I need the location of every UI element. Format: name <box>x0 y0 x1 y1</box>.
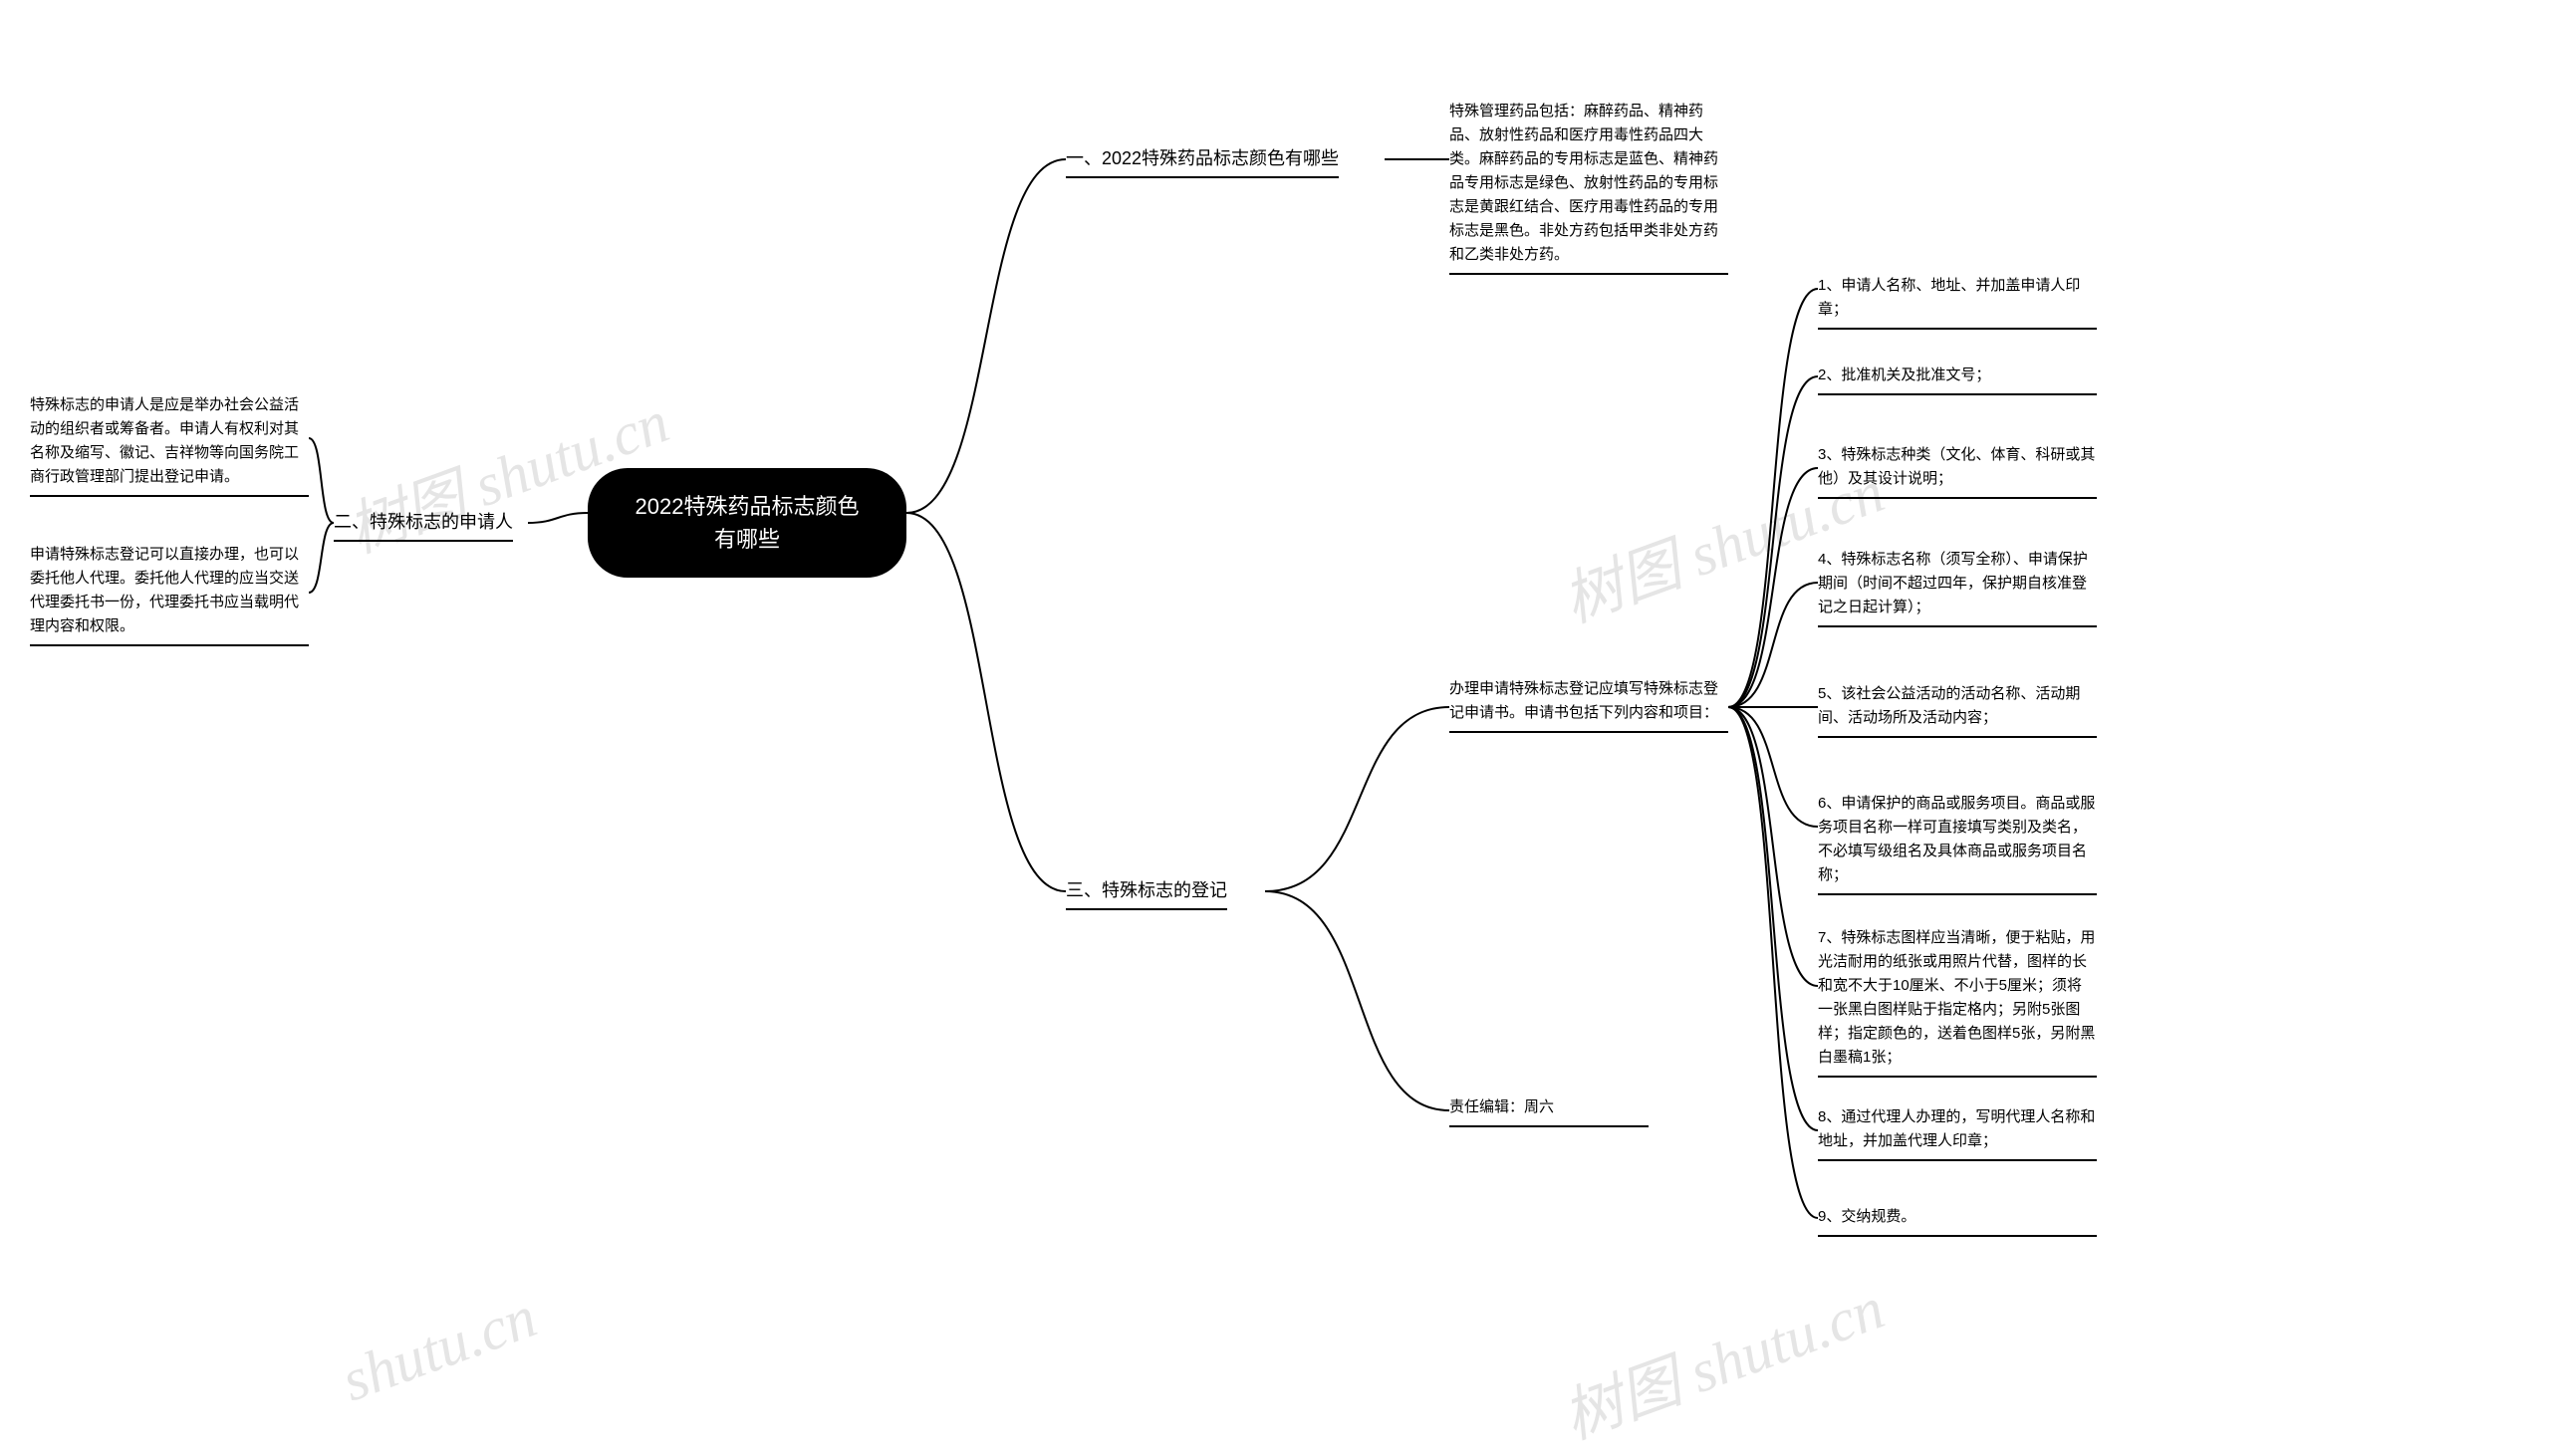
connector-lines <box>0 0 2550 1403</box>
branch-3-item-1: 2、批准机关及批准文号； <box>1818 364 2097 395</box>
branch-3-item-3: 4、特殊标志名称（须写全称）、申请保护期间（时间不超过四年，保护期自核准登记之日… <box>1818 548 2097 627</box>
root-node: 2022特殊药品标志颜色有哪些 <box>588 468 906 578</box>
branch-3-sub1: 办理申请特殊标志登记应填写特殊标志登记申请书。申请书包括下列内容和项目： <box>1449 677 1728 733</box>
watermark: shutu.cn <box>333 1283 545 1416</box>
branch-2-leaf-0: 特殊标志的申请人是应是举办社会公益活动的组织者或筹备者。申请人有权利对其名称及缩… <box>30 393 309 497</box>
branch-2-leaf-1: 申请特殊标志登记可以直接办理，也可以委托他人代理。委托他人代理的应当交送代理委托… <box>30 543 309 646</box>
branch-3-item-7: 8、通过代理人办理的，写明代理人名称和地址，并加盖代理人印章； <box>1818 1105 2097 1161</box>
branch-2-label: 二、特殊标志的申请人 <box>334 508 513 542</box>
branch-3-item-6: 7、特殊标志图样应当清晰，便于粘贴，用光洁耐用的纸张或用照片代替，图样的长和宽不… <box>1818 926 2097 1078</box>
branch-3-item-8: 9、交纳规费。 <box>1818 1205 2097 1237</box>
branch-3-item-5: 6、申请保护的商品或服务项目。商品或服务项目名称一样可直接填写类别及类名，不必填… <box>1818 792 2097 895</box>
branch-3-item-2: 3、特殊标志种类（文化、体育、科研或其他）及其设计说明； <box>1818 443 2097 499</box>
branch-3-item-4: 5、该社会公益活动的活动名称、活动期间、活动场所及活动内容； <box>1818 682 2097 738</box>
branch-1-label: 一、2022特殊药品标志颜色有哪些 <box>1066 144 1339 178</box>
branch-1-leaf: 特殊管理药品包括：麻醉药品、精神药品、放射性药品和医疗用毒性药品四大类。麻醉药品… <box>1449 100 1728 275</box>
watermark: 树图 shutu.cn <box>1549 1260 1894 1456</box>
branch-3-item-0: 1、申请人名称、地址、并加盖申请人印章； <box>1818 274 2097 330</box>
branch-3-label: 三、特殊标志的登记 <box>1066 876 1227 910</box>
branch-3-sub2: 责任编辑：周六 <box>1449 1095 1649 1127</box>
